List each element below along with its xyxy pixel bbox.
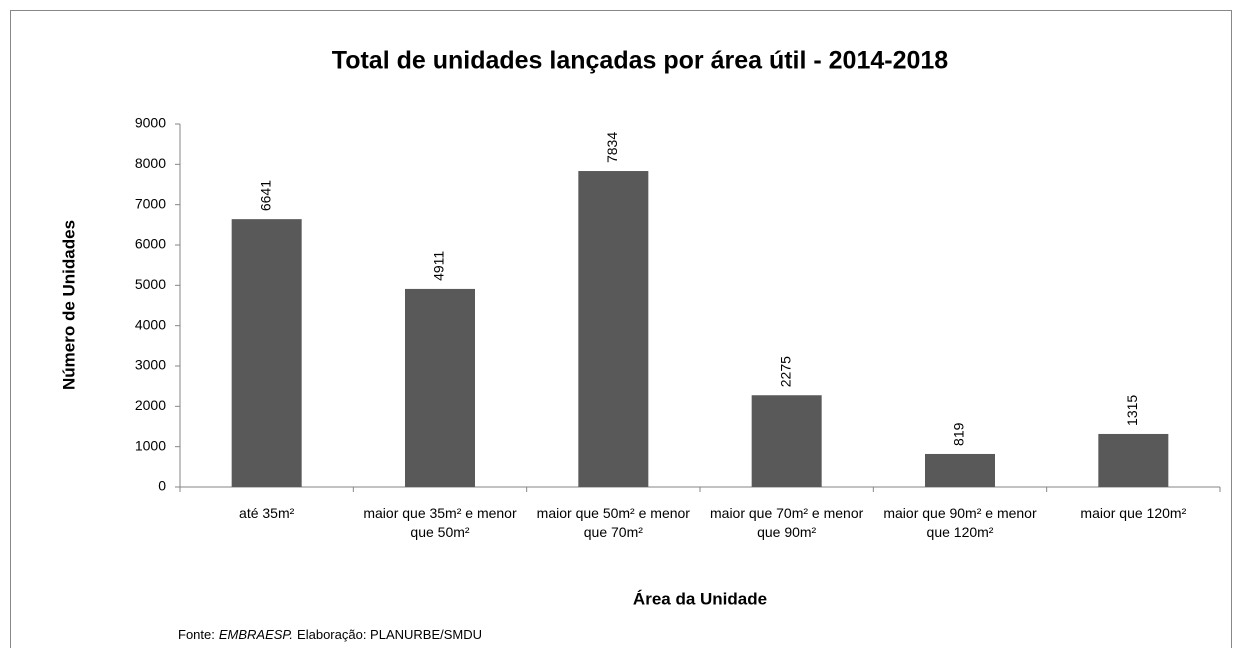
value-label: 7834	[604, 132, 620, 163]
x-tick-label: maior que 35m² e menor que 50m²	[363, 505, 517, 540]
value-label: 819	[951, 422, 967, 446]
y-tick-label: 8000	[135, 155, 166, 171]
y-tick-label: 9000	[135, 115, 166, 131]
y-tick-label: 0	[158, 478, 166, 494]
y-tick-label: 5000	[135, 276, 166, 292]
x-tick-label: maior que 120m²	[1080, 505, 1187, 521]
source-note: Fonte: EMBRAESP. Elaboração: PLANURBE/SMDU	[178, 627, 482, 642]
source-italic: EMBRAESP.	[218, 627, 294, 642]
bar	[231, 219, 302, 487]
y-tick-label: 7000	[135, 195, 166, 211]
x-tick-label: maior que 70m² e menor que 90m²	[710, 505, 864, 540]
bar	[405, 288, 475, 487]
source-rest: Elaboração: PLANURBE/SMDU	[297, 627, 483, 642]
value-label: 1315	[1124, 395, 1140, 426]
source-prefix: Fonte:	[178, 627, 215, 642]
chart-title: Total de unidades lançadas por área útil…	[332, 47, 949, 75]
x-axis-label: Área da Unidade	[633, 589, 767, 608]
value-label: 6641	[257, 180, 273, 211]
x-tick-label: maior que 50m² e menor que 70m²	[536, 505, 690, 540]
bar	[578, 171, 649, 487]
y-tick-label: 3000	[135, 357, 166, 373]
y-axis-label: Número de Unidades	[59, 220, 78, 390]
bar	[751, 395, 822, 487]
value-label: 4911	[431, 251, 447, 281]
y-tick-label: 6000	[135, 236, 166, 252]
bar	[925, 453, 995, 487]
y-tick-label: 1000	[135, 437, 166, 453]
x-tick-label: até 35m²	[239, 505, 295, 521]
y-tick-label: 4000	[135, 316, 166, 332]
bar	[1098, 433, 1169, 487]
x-tick-label: maior que 90m² e menor que 120m²	[883, 505, 1037, 540]
y-tick-label: 2000	[135, 397, 166, 413]
value-label: 2275	[777, 356, 793, 387]
